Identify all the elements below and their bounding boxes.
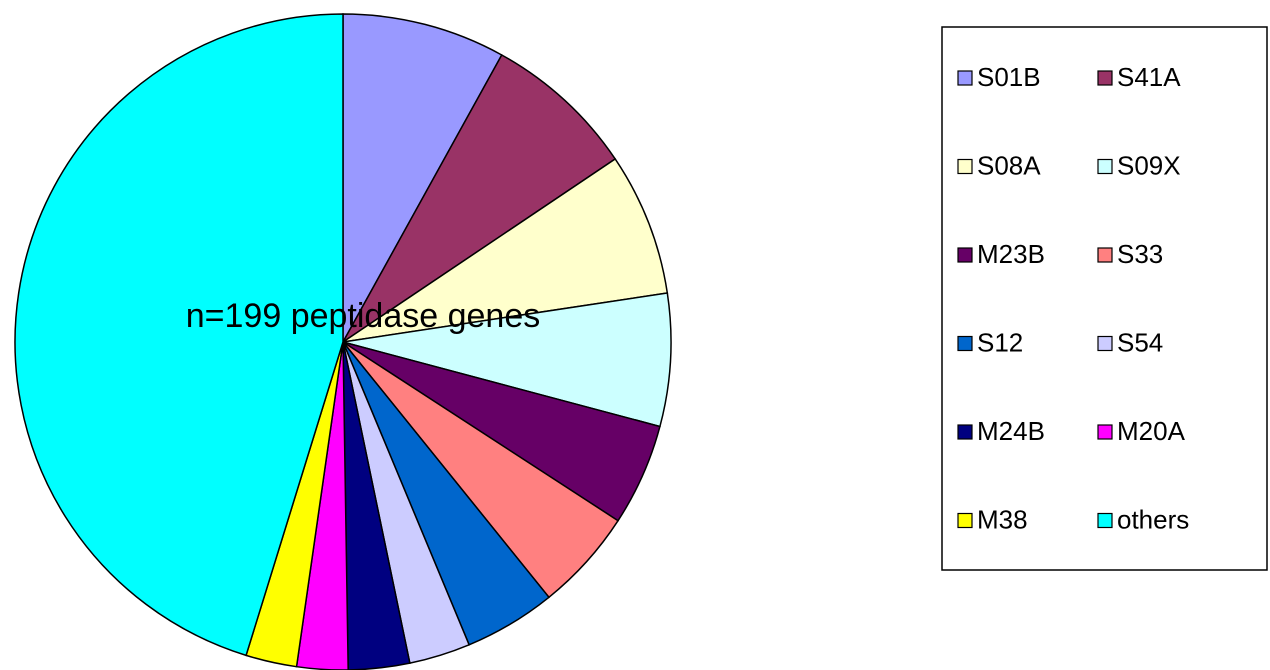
legend-swatch (1097, 512, 1113, 529)
legend-swatch (957, 335, 973, 352)
legend-label: S08A (977, 150, 1041, 180)
legend-label: S41A (1117, 62, 1181, 92)
legend-label: M20A (1117, 416, 1186, 446)
pie-slice (342, 292, 672, 428)
legend-swatch (957, 512, 973, 529)
legend-swatch (1097, 158, 1113, 175)
legend-swatch (1097, 247, 1113, 263)
legend-label: S12 (977, 327, 1023, 357)
legend-label: M24B (977, 416, 1045, 446)
legend-swatch (1097, 70, 1113, 86)
legend-box (941, 26, 1268, 571)
pie-slice (342, 13, 503, 343)
legend-label: M38 (977, 504, 1028, 534)
legend-label: S33 (1117, 239, 1163, 269)
legend-label: S09X (1117, 150, 1181, 180)
pie (14, 13, 672, 670)
pie-slice (342, 53, 617, 343)
annotation: n=199 peptidase genes (186, 297, 540, 335)
legend-label: S54 (1117, 327, 1163, 357)
legend-label: M23B (977, 239, 1045, 269)
legend-swatch (957, 70, 973, 86)
legend-label: S01B (977, 62, 1041, 92)
legend-swatch (957, 424, 973, 440)
legend-swatch (957, 247, 973, 263)
legend-swatch (1097, 424, 1113, 440)
pie-slice (14, 13, 344, 657)
legend-swatch (1097, 335, 1113, 352)
legend: S01B S41A S08A S09X M23B S33 S12 S54 M24B M20A M38… (957, 62, 1189, 534)
legend-label: others (1117, 504, 1189, 534)
pie-slice (342, 157, 669, 343)
legend-swatch (957, 158, 973, 175)
